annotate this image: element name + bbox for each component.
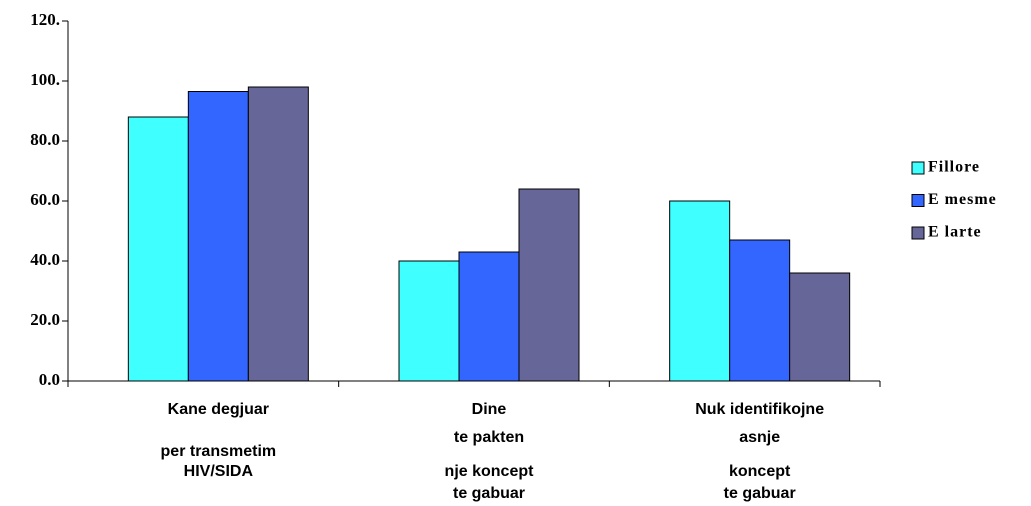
y-tick-label: 40.0 <box>30 250 60 269</box>
legend-label: E mesme <box>928 191 997 208</box>
legend-swatch <box>911 161 925 175</box>
bar <box>187 91 249 382</box>
legend-swatch <box>911 194 925 207</box>
x-tick-label: koncept <box>729 463 791 480</box>
y-tick-label: 20.0 <box>30 310 60 329</box>
bar <box>127 116 189 382</box>
x-tick-label: te pakten <box>454 429 524 446</box>
x-tick-label: Nuk identifikojne <box>695 401 824 418</box>
bar <box>398 260 460 382</box>
y-tick-label: 60.0 <box>30 190 60 209</box>
x-tick-label: per transmetim <box>161 443 277 460</box>
bar <box>458 251 520 382</box>
y-tick-label: 100. <box>30 70 60 89</box>
bar <box>789 272 851 382</box>
x-tick-label: Kane degjuar <box>168 401 269 418</box>
x-tick-label: Dine <box>472 401 507 418</box>
x-tick-label: nje koncept <box>445 463 535 480</box>
bar <box>669 200 731 382</box>
bar <box>729 239 791 382</box>
x-tick-label: te gabuar <box>724 485 796 502</box>
bar <box>247 86 309 382</box>
y-tick-label: 80.0 <box>30 130 60 149</box>
x-tick-label: te gabuar <box>453 485 525 502</box>
y-tick-label: 120. <box>30 10 60 29</box>
legend-label: Fillore <box>928 159 980 176</box>
bar <box>518 188 580 382</box>
legend-label: E larte <box>928 224 982 241</box>
y-tick-label: 0.0 <box>39 370 60 389</box>
x-tick-label: HIV/SIDA <box>184 463 254 480</box>
legend-swatch <box>911 226 925 240</box>
x-tick-label: asnje <box>739 429 780 446</box>
